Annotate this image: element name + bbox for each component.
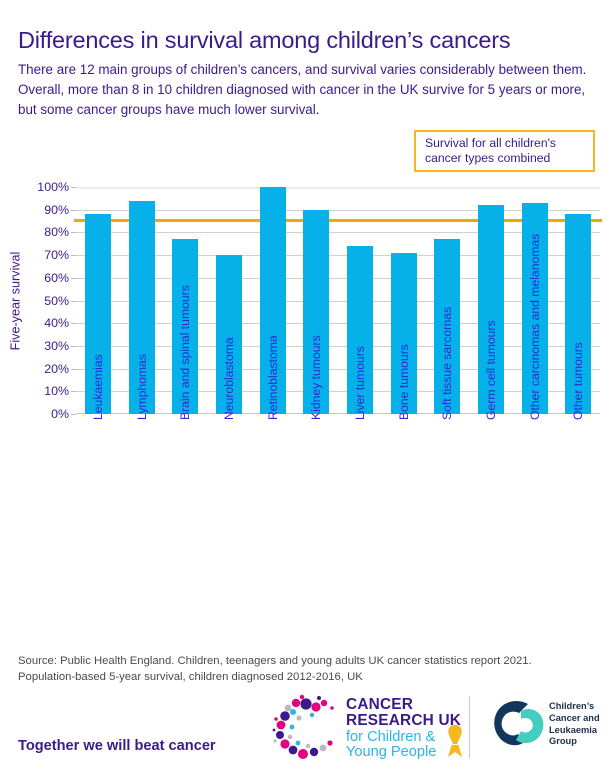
y-axis-tick-label: 50% [44,293,69,308]
source-note: Source: Public Health England. Children,… [18,653,598,685]
y-axis-title: Five-year survival [6,187,24,414]
bar [521,202,548,414]
y-axis-tick-mark [71,368,76,370]
y-axis-tick-label: 80% [44,225,69,240]
gridline [76,209,600,211]
bar [434,239,461,414]
cruk-line-2: RESEARCH UK [346,712,462,730]
average-survival-reference-line [74,219,602,223]
source-line-1: Source: Public Health England. Children,… [18,655,532,667]
y-axis-tick-mark [71,232,76,234]
bar [346,246,373,414]
y-axis-tick-mark [71,414,76,415]
y-axis-tick-label: 100% [37,180,69,194]
bar-chart: Five-year survival 0% 10% 20% 30% 40% 50% 60% 7… [6,180,602,421]
y-axis-tick-label: 20% [44,361,69,376]
y-axis-tick-label: 60% [44,270,69,285]
y-axis-tick-label: 0% [51,407,69,421]
plot-area: 0%10%20%30%40%50%60%70%80%90%100%Leukaem… [37,180,602,421]
gold-ribbon-icon [448,725,462,757]
cclg-wordmark: Children’s Cancer and Leukaemia Group [549,701,600,748]
gridline [76,368,600,370]
y-axis-tick-label: 10% [44,384,69,399]
bar [215,255,242,414]
y-axis-tick-mark [71,255,76,257]
gridline [76,187,600,189]
gridline [76,345,600,347]
intro-paragraph: There are 12 main groups of children’s c… [18,62,587,117]
gridline [76,255,600,257]
legend-callout: Survival for all children's cancer types… [414,130,595,172]
tagline: Together we will beat cancer [18,738,216,754]
y-axis-title-text: Five-year survival [8,251,23,350]
bar [259,187,286,414]
bar [565,214,592,414]
y-axis-tick-label: 40% [44,316,69,331]
logo-divider [469,696,470,758]
cruk-wordmark: CANCER RESEARCH UK for Children & Young … [346,696,462,761]
cclg-line-1: Children’s [549,701,595,711]
cruk-c-mark-icon [272,694,334,759]
y-axis-tick-label: 30% [44,338,69,353]
gridline [76,300,600,302]
footer: Together we will beat cancer [0,690,611,776]
cruk-line-1: CANCER [346,696,414,713]
y-axis-tick-mark [71,300,76,302]
gridline [76,277,600,279]
bar [172,239,199,414]
y-axis-tick-mark [71,323,76,325]
cclg-line-3: Leukaemia [549,724,598,735]
cclg-logo: Children’s Cancer and Leukaemia Group [487,698,605,756]
legend-label: Survival for all children's cancer types… [425,135,557,165]
gridline [76,323,600,325]
cruk-line-4: Young People [346,744,437,761]
y-axis-tick-mark [71,277,76,279]
bar [84,214,111,414]
page-title: Differences in survival among children’s… [18,26,511,53]
cancer-research-uk-logo: CANCER RESEARCH UK for Children & Young … [272,694,462,762]
y-axis-tick-mark [71,209,76,211]
bar [303,209,330,414]
gridline [76,391,600,393]
bar [128,200,155,414]
cclg-line-2: Cancer and [549,712,600,723]
gridline [76,232,600,234]
y-axis-tick-label: 70% [44,248,69,263]
y-axis-tick-mark [71,187,76,188]
x-axis-line [76,413,600,414]
source-line-2: Population-based 5-year survival, childr… [18,671,363,684]
cclg-line-4: Group [549,736,577,747]
cclg-swirl-icon [494,700,544,746]
cruk-line-3: for Children & [346,728,436,745]
y-axis-tick-mark [71,391,76,393]
bar [477,205,504,414]
bar [390,252,417,414]
y-axis-tick-mark [71,345,76,347]
y-axis-tick-label: 90% [44,202,69,217]
